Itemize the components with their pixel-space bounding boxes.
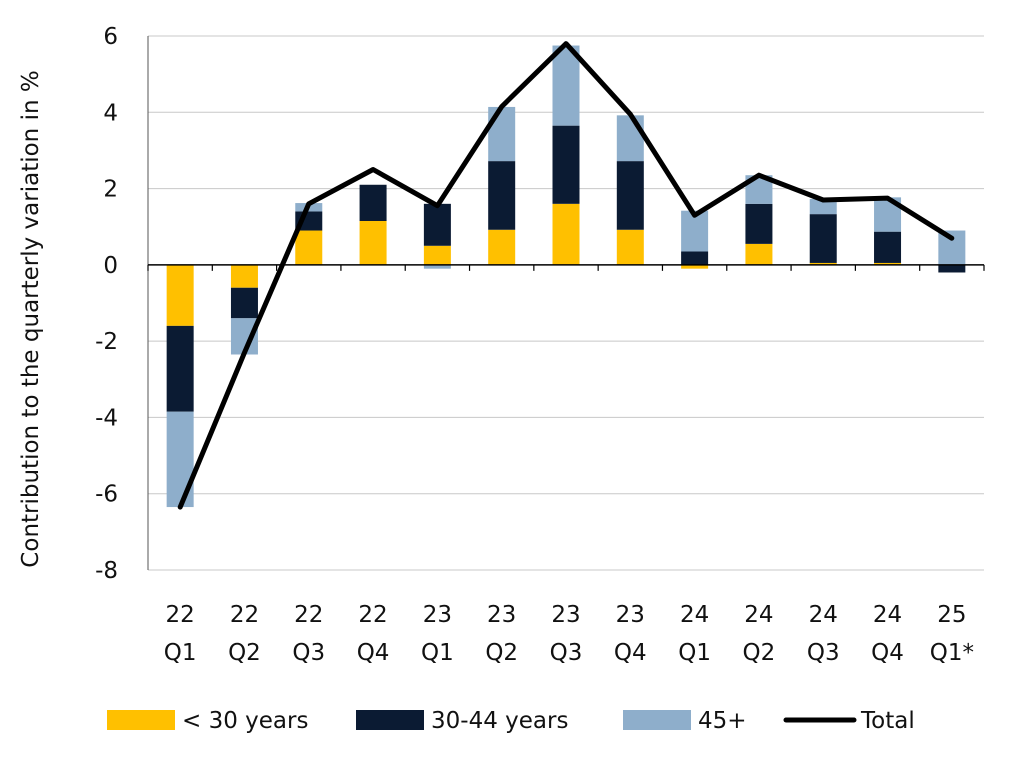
bar bbox=[681, 251, 709, 265]
x-tick-label-quarter: Q2 bbox=[228, 640, 261, 666]
x-tick-label-year: 24 bbox=[680, 602, 709, 628]
total-line bbox=[177, 41, 955, 510]
x-tick-label-quarter: Q1 bbox=[678, 640, 711, 666]
y-tick-label: 4 bbox=[103, 100, 118, 126]
x-tick-label-year: 25 bbox=[937, 602, 966, 628]
bar bbox=[166, 325, 194, 412]
x-tick-label-quarter: Q1 bbox=[421, 640, 454, 666]
bar bbox=[488, 229, 516, 265]
bar bbox=[809, 214, 837, 263]
y-axis-label: Contribution to the quarterly variation … bbox=[18, 70, 44, 567]
x-tick-label-year: 22 bbox=[230, 602, 259, 628]
bar bbox=[295, 230, 323, 265]
x-tick-label-year: 24 bbox=[744, 602, 773, 628]
bar bbox=[809, 262, 837, 265]
y-tick-label: 2 bbox=[103, 177, 118, 203]
x-tick-label-quarter: Q1* bbox=[930, 640, 974, 666]
x-tick-label-quarter: Q4 bbox=[357, 640, 390, 666]
y-tick-label: -2 bbox=[95, 329, 118, 355]
x-tick-label-quarter: Q2 bbox=[743, 640, 776, 666]
x-tick-label-year: 22 bbox=[294, 602, 323, 628]
bar bbox=[166, 411, 194, 508]
bar bbox=[745, 203, 773, 244]
x-tick-label-quarter: Q1 bbox=[164, 640, 197, 666]
bar bbox=[423, 203, 451, 246]
y-tick-label: 0 bbox=[103, 253, 118, 279]
legend-label: 45+ bbox=[698, 708, 747, 734]
bar bbox=[874, 262, 902, 265]
bar bbox=[230, 264, 258, 288]
x-tick-label-year: 24 bbox=[809, 602, 838, 628]
bar bbox=[938, 264, 966, 273]
x-tick-label-quarter: Q3 bbox=[550, 640, 583, 666]
x-tick-label-quarter: Q2 bbox=[485, 640, 518, 666]
bar bbox=[423, 245, 451, 265]
x-tick-label-year: 22 bbox=[166, 602, 195, 628]
bar bbox=[616, 161, 644, 230]
bar bbox=[552, 125, 580, 204]
x-tick-label-quarter: Q4 bbox=[871, 640, 904, 666]
bar bbox=[552, 203, 580, 265]
axis-layer: 6 4 2 0 -2 -4 -6 -8 22 Q1 22 Q2 22 Q3 22 Q4 23 Q1 23 Q2 23 Q3… bbox=[95, 24, 985, 666]
x-tick-label-year: 24 bbox=[873, 602, 902, 628]
x-tick-label-year: 23 bbox=[487, 602, 516, 628]
x-tick-label-year: 22 bbox=[358, 602, 387, 628]
y-tick-label: -4 bbox=[95, 405, 118, 431]
line-layer bbox=[177, 41, 955, 510]
y-tick-label: -6 bbox=[95, 482, 118, 508]
x-tick-label-quarter: Q3 bbox=[807, 640, 840, 666]
bar bbox=[616, 115, 644, 162]
bar bbox=[488, 161, 516, 230]
bar bbox=[488, 106, 516, 162]
x-tick-label-year: 23 bbox=[551, 602, 580, 628]
bar bbox=[166, 264, 194, 326]
bar bbox=[616, 229, 644, 265]
legend-label: 30-44 years bbox=[431, 708, 568, 734]
bar bbox=[359, 184, 387, 221]
legend-swatch bbox=[356, 710, 424, 730]
bar-layer bbox=[166, 45, 966, 508]
y-tick-label: -8 bbox=[95, 558, 118, 584]
legend-swatch bbox=[623, 710, 691, 730]
bar bbox=[230, 287, 258, 319]
y-tick-label: 6 bbox=[103, 24, 118, 50]
bar bbox=[552, 45, 580, 126]
x-tick-label-quarter: Q4 bbox=[614, 640, 647, 666]
bar bbox=[745, 243, 773, 265]
bar bbox=[681, 264, 709, 269]
bar bbox=[809, 198, 837, 215]
x-tick-label-year: 23 bbox=[616, 602, 645, 628]
x-tick-label-quarter: Q3 bbox=[292, 640, 325, 666]
legend-label: < 30 years bbox=[182, 708, 308, 734]
legend: < 30 years 30-44 years 45+ Total bbox=[107, 708, 915, 734]
x-tick-label-year: 23 bbox=[423, 602, 452, 628]
legend-label: Total bbox=[860, 708, 915, 734]
legend-swatch bbox=[107, 710, 175, 730]
bar bbox=[874, 231, 902, 263]
bar bbox=[359, 220, 387, 265]
bar bbox=[423, 264, 451, 269]
